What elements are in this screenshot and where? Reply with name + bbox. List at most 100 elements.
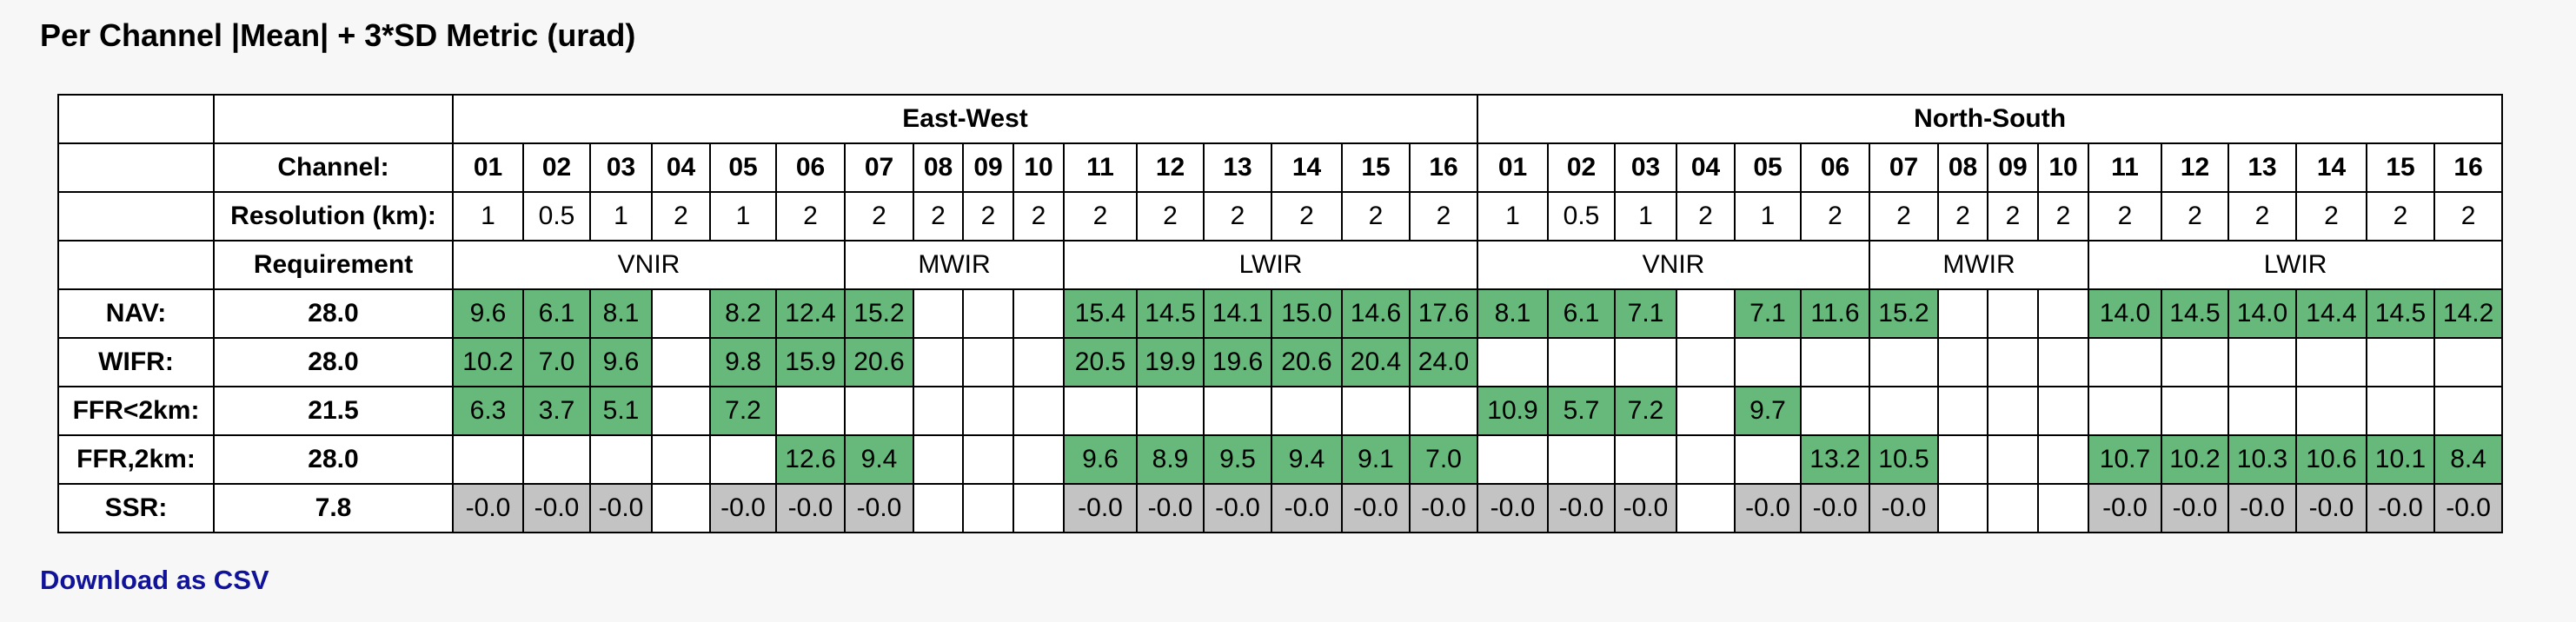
metric-cell: [1937, 434, 1988, 485]
metric-cell: 10.5: [1869, 434, 1939, 485]
metric-cell: 14.1: [1203, 288, 1272, 339]
group-header-east-west: East-West: [452, 94, 1478, 144]
metric-cell: 20.6: [1271, 337, 1343, 387]
channel-ns-10: 10: [2037, 142, 2089, 193]
metric-table: East-West North-South Channel: 01 02 03 04 0…: [57, 94, 2504, 533]
metric-cell: [1341, 386, 1411, 436]
metric-cell: [651, 337, 711, 387]
resolution-ew-05: 1: [709, 191, 777, 242]
resolution-ew-10: 2: [1012, 191, 1065, 242]
download-csv-link[interactable]: Download as CSV: [40, 565, 269, 595]
metric-cell: [1136, 386, 1205, 436]
metric-cell: [1676, 434, 1736, 485]
group-header-north-south: North-South: [1476, 94, 2504, 144]
empty-cell: [57, 240, 215, 290]
metric-cell: -0.0: [1409, 483, 1478, 533]
channel-ns-07: 07: [1869, 142, 1939, 193]
metric-cell: [962, 288, 1014, 339]
row-label: NAV:: [57, 288, 215, 339]
metric-cell: [1987, 337, 2039, 387]
resolution-row: Resolution (km): 1 0.5 1 2 1 2 2 2 2 2 2 2 2 2 2 2 1 0.5 1…: [57, 191, 2504, 242]
metric-cell: [2161, 386, 2229, 436]
metric-cell: [962, 434, 1014, 485]
row-label: SSR:: [57, 483, 215, 533]
metric-cell: 14.0: [2227, 288, 2297, 339]
metric-cell: 6.1: [1547, 288, 1616, 339]
metric-cell: [1477, 434, 1549, 485]
metric-cell: [844, 386, 914, 436]
resolution-ew-11: 2: [1063, 191, 1138, 242]
resolution-label: Resolution (km):: [213, 191, 454, 242]
metric-cell: [2037, 386, 2089, 436]
channel-ew-04: 04: [651, 142, 711, 193]
resolution-ew-13: 2: [1203, 191, 1272, 242]
empty-cell: [57, 191, 215, 242]
metric-cell: 6.1: [522, 288, 591, 339]
channel-ew-05: 05: [709, 142, 777, 193]
metric-cell: [651, 288, 711, 339]
resolution-ew-16: 2: [1409, 191, 1478, 242]
metric-cell: 14.4: [2295, 288, 2367, 339]
metric-cell: 7.0: [522, 337, 591, 387]
row-requirement: 28.0: [213, 288, 454, 339]
channel-ew-16: 16: [1409, 142, 1478, 193]
metric-cell: [2227, 386, 2297, 436]
metric-cell: 8.4: [2433, 434, 2504, 485]
metric-cell: -0.0: [1547, 483, 1616, 533]
band-ns-lwir: LWIR: [2087, 240, 2504, 290]
metric-cell: [962, 337, 1014, 387]
metric-cell: 17.6: [1409, 288, 1478, 339]
band-ew-lwir: LWIR: [1063, 240, 1478, 290]
metric-cell: 15.9: [775, 337, 846, 387]
metric-cell: 10.6: [2295, 434, 2367, 485]
channel-ew-02: 02: [522, 142, 591, 193]
metric-cell: 15.0: [1271, 288, 1343, 339]
resolution-ns-10: 2: [2037, 191, 2089, 242]
table-row: FFR<2km: 21.5 6.3 3.7 5.1 7.2 10.9 5.7 7.2 9.7: [57, 386, 2504, 436]
metric-cell: [2227, 337, 2297, 387]
resolution-ew-04: 2: [651, 191, 711, 242]
metric-cell: 7.0: [1409, 434, 1478, 485]
metric-cell: -0.0: [844, 483, 914, 533]
row-label: FFR<2km:: [57, 386, 215, 436]
resolution-ns-06: 2: [1800, 191, 1870, 242]
metric-cell: [1063, 386, 1138, 436]
metric-cell: 9.7: [1734, 386, 1802, 436]
metric-cell: [2037, 288, 2089, 339]
band-ns-mwir: MWIR: [1869, 240, 2089, 290]
metric-cell: 11.6: [1800, 288, 1870, 339]
metric-cell: 24.0: [1409, 337, 1478, 387]
metric-cell: 8.2: [709, 288, 777, 339]
metric-cell: 10.3: [2227, 434, 2297, 485]
row-requirement: 21.5: [213, 386, 454, 436]
metric-rows: NAV: 28.0 9.6 6.1 8.1 8.2 12.4 15.2 15.4 14.5 14.1…: [57, 288, 2504, 533]
channel-ew-07: 07: [844, 142, 914, 193]
metric-cell: 15.4: [1063, 288, 1138, 339]
channel-label: Channel:: [213, 142, 454, 193]
table-row: SSR: 7.8 -0.0 -0.0 -0.0 -0.0 -0.0 -0.0 -0.0 -0.0-…: [57, 483, 2504, 533]
channel-ew-11: 11: [1063, 142, 1138, 193]
channel-ns-11: 11: [2088, 142, 2162, 193]
metric-cell: 20.6: [844, 337, 914, 387]
metric-cell: [1614, 434, 1677, 485]
metric-cell: [1676, 483, 1736, 533]
metric-cell: [452, 434, 524, 485]
channel-ns-09: 09: [1987, 142, 2039, 193]
metric-cell: -0.0: [775, 483, 846, 533]
metric-cell: -0.0: [2088, 483, 2162, 533]
metric-cell: [1800, 337, 1870, 387]
metric-cell: 10.1: [2366, 434, 2435, 485]
resolution-ew-14: 2: [1271, 191, 1343, 242]
band-ew-mwir: MWIR: [844, 240, 1065, 290]
metric-cell: 20.4: [1341, 337, 1411, 387]
channel-ns-14: 14: [2295, 142, 2367, 193]
row-label: FFR,2km:: [57, 434, 215, 485]
resolution-ns-12: 2: [2161, 191, 2229, 242]
band-row: Requirement VNIR MWIR LWIR VNIR MWIR LWIR: [57, 240, 2504, 290]
metric-cell: -0.0: [1271, 483, 1343, 533]
page-title: Per Channel |Mean| + 3*SD Metric (urad): [40, 17, 636, 53]
metric-cell: -0.0: [2295, 483, 2367, 533]
empty-header-cell: [57, 94, 215, 144]
metric-cell: [1012, 337, 1065, 387]
metric-cell: -0.0: [1477, 483, 1549, 533]
